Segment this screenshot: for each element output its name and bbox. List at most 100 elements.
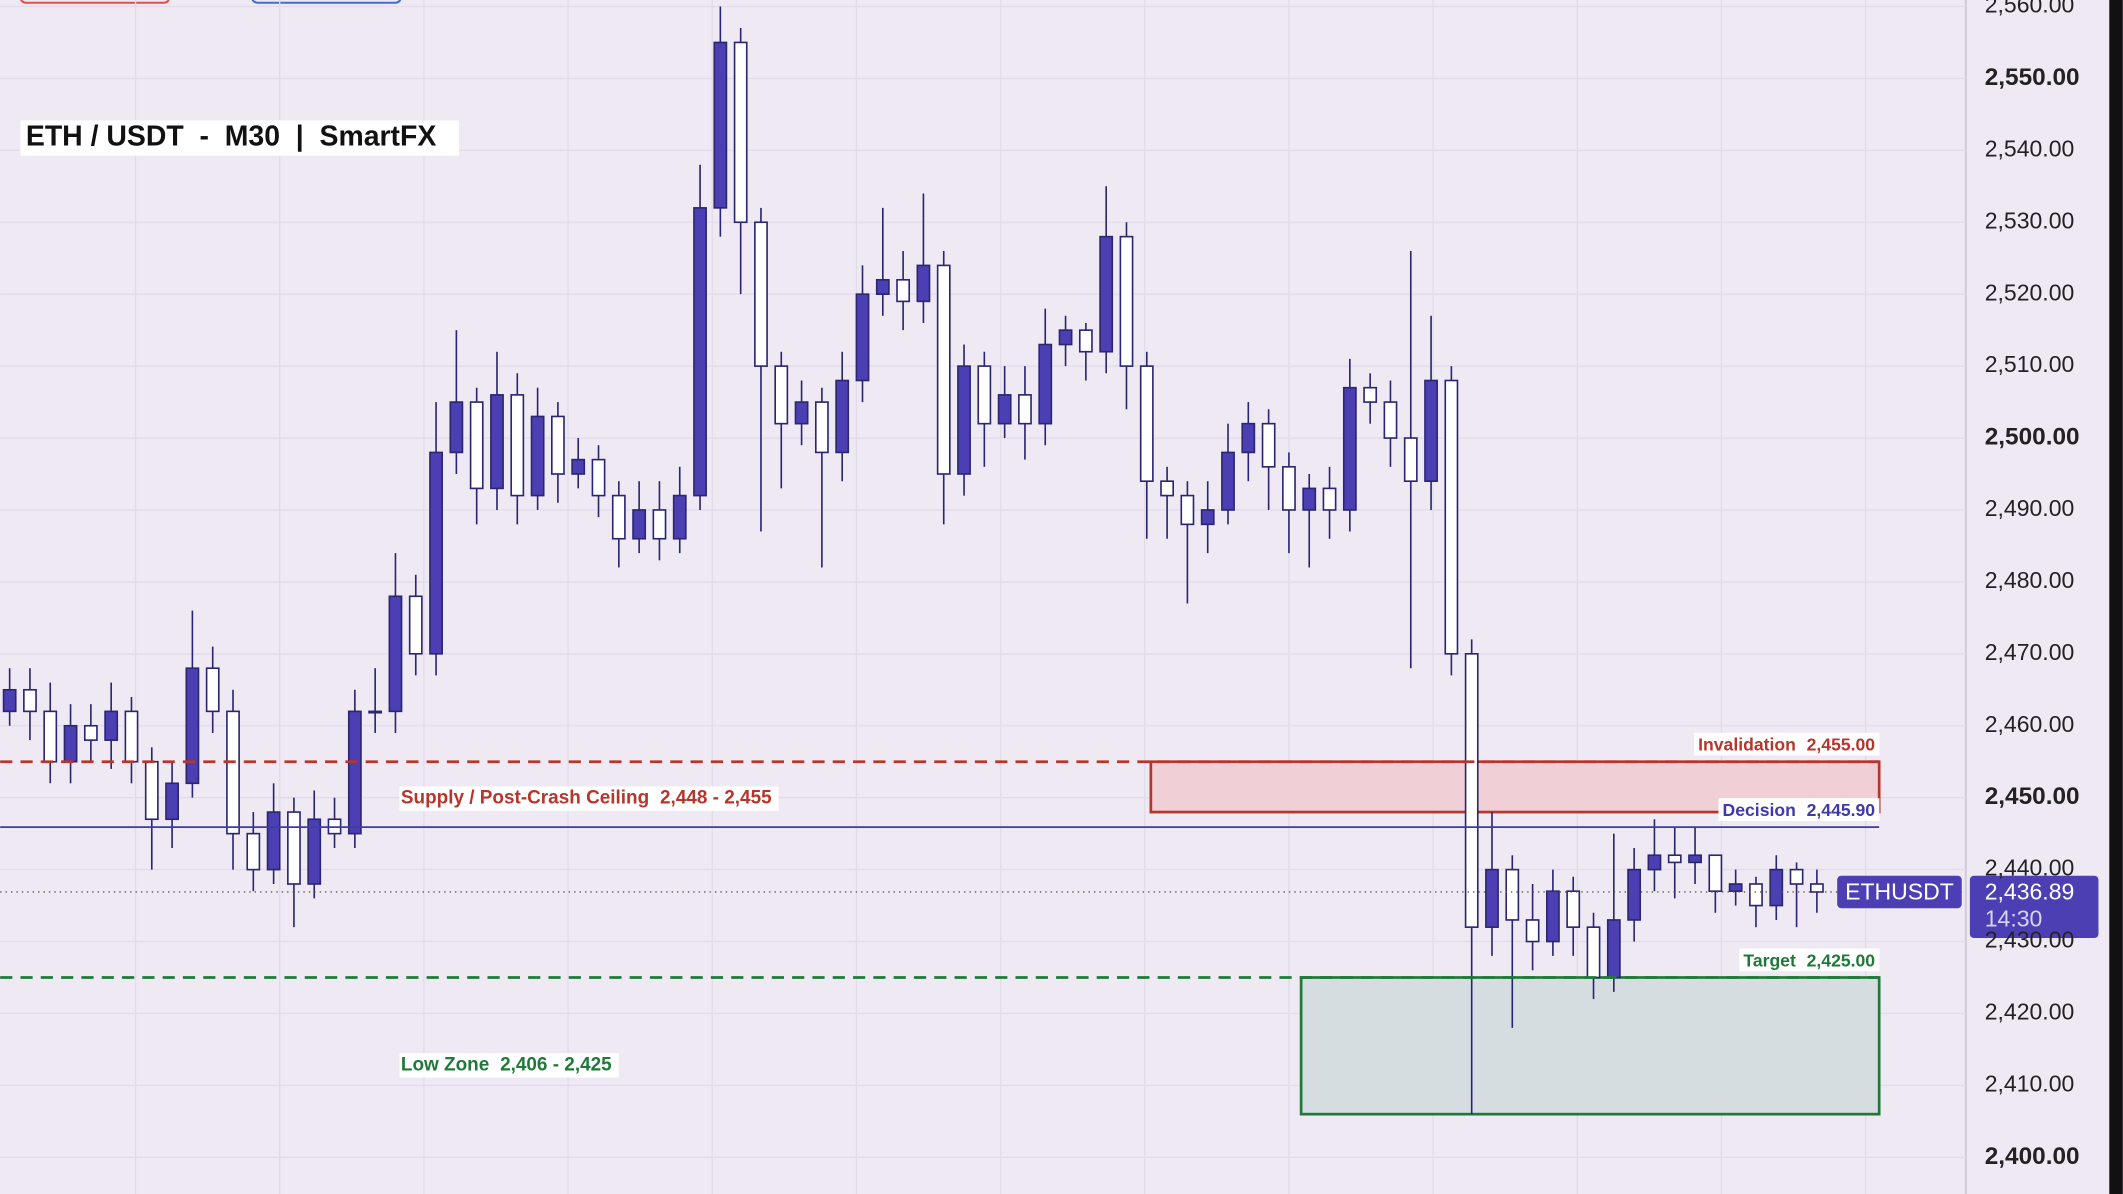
candle-body xyxy=(1464,653,1479,928)
candle-body xyxy=(1139,365,1154,483)
candle-body xyxy=(1525,919,1540,943)
levels: Invalidation 2,455.00 Decision 2,445.90 Targ… xyxy=(0,732,2099,979)
y-tick-label: 2,420.00 xyxy=(1985,999,2075,1025)
candle-body xyxy=(165,782,179,821)
candle-body xyxy=(530,415,545,497)
candle-body xyxy=(1282,465,1296,511)
candle-body xyxy=(551,415,565,475)
y-tick-label: 2,440.00 xyxy=(1985,855,2075,881)
level-name: Target xyxy=(1743,950,1796,970)
candle-body xyxy=(794,401,809,425)
level-label-bg xyxy=(1718,798,1880,821)
y-tick-label: 2,510.00 xyxy=(1985,351,2075,377)
y-tick-label: 2,490.00 xyxy=(1985,495,2075,521)
candle-body xyxy=(205,667,220,713)
candle-body xyxy=(124,710,139,763)
y-tick-label: 2,410.00 xyxy=(1985,1070,2075,1096)
candle-body xyxy=(1119,235,1134,367)
candle-body xyxy=(388,595,403,713)
candle-body xyxy=(693,207,707,497)
y-tick-label: 2,550.00 xyxy=(1985,64,2080,91)
zone xyxy=(1299,976,1881,1116)
scrollbar xyxy=(2109,0,2123,1194)
candle-body xyxy=(287,811,301,885)
candle-body xyxy=(368,710,383,714)
candle-body xyxy=(1403,437,1418,483)
candle-body xyxy=(1261,422,1276,468)
grid xyxy=(0,0,1966,1194)
level-label-bg xyxy=(1694,732,1880,756)
button[interactable] xyxy=(20,0,170,4)
candles xyxy=(2,6,1824,1115)
candle-body xyxy=(1728,883,1743,892)
candle-body xyxy=(104,710,119,741)
y-axis: 2,400.00 2,410.00 2,420.00 2,430.00 2,440.00… xyxy=(1985,0,2080,1170)
level-label-bg xyxy=(1739,948,1880,972)
candle-body xyxy=(632,509,647,540)
candle-body xyxy=(957,365,971,475)
candle-body xyxy=(1342,386,1357,511)
level-value: 2,425.00 xyxy=(1807,950,1876,970)
candle-body xyxy=(226,710,240,835)
candle-body xyxy=(43,710,58,763)
candle-body xyxy=(1789,868,1804,885)
zone-label: Low Zone 2,406 - 2,425 xyxy=(401,1054,612,1075)
level-label: Invalidation 2,455.00 xyxy=(1698,734,1875,754)
candle-body xyxy=(1546,890,1560,943)
candle-body xyxy=(1444,379,1459,655)
title-bg xyxy=(20,120,460,156)
y-tick-label: 2,450.00 xyxy=(1985,783,2080,810)
level-name: Invalidation xyxy=(1698,734,1796,754)
candle-body xyxy=(875,278,890,295)
zone-label-bg xyxy=(399,786,779,811)
candle-body xyxy=(347,710,362,835)
level-name: Decision xyxy=(1723,800,1796,820)
y-tick-label: 2,470.00 xyxy=(1985,639,2075,665)
candle-body xyxy=(1363,386,1378,403)
y-tick-label: 2,500.00 xyxy=(1985,423,2080,450)
candle-body xyxy=(1688,854,1702,864)
y-tick-label: 2,480.00 xyxy=(1985,567,2075,593)
candle-body xyxy=(652,509,667,540)
candle-body xyxy=(490,394,504,490)
candle-body xyxy=(1485,868,1499,928)
chart-title: ETH / USDT - M30 | SmartFX xyxy=(26,121,436,153)
y-tick-label: 2,540.00 xyxy=(1985,135,2075,161)
candle-body xyxy=(1099,235,1114,353)
candle-body xyxy=(83,724,98,741)
y-tick-label: 2,560.00 xyxy=(1985,0,2075,18)
candle-body xyxy=(1627,868,1642,921)
candle-body xyxy=(997,394,1012,425)
candle-body xyxy=(1200,509,1215,526)
y-tick-label: 2,430.00 xyxy=(1985,927,2075,953)
candle-body xyxy=(1749,883,1763,907)
candle-body xyxy=(469,401,484,490)
candle-body xyxy=(774,365,789,425)
y-tick-label: 2,520.00 xyxy=(1985,279,2075,305)
candle-body xyxy=(1566,890,1581,928)
last-price-label: 2,436.89 xyxy=(1985,878,2075,904)
button[interactable] xyxy=(251,0,402,4)
candle-body xyxy=(896,278,911,303)
zones: Supply / Post-Crash Ceiling 2,448 - 2,455… xyxy=(399,760,1881,1116)
candle-body xyxy=(672,494,687,540)
candle-body xyxy=(713,41,728,209)
candle-body xyxy=(307,818,322,885)
candle-body xyxy=(814,401,829,454)
candle-body xyxy=(916,264,931,303)
candle-body xyxy=(754,221,768,367)
candle-body xyxy=(266,811,281,871)
candle-body xyxy=(23,688,37,713)
candle-body xyxy=(591,458,606,497)
candle-body xyxy=(855,293,870,382)
candle-body xyxy=(1647,854,1662,871)
candle-body xyxy=(1058,329,1073,346)
candle-body xyxy=(1180,494,1195,526)
candle-body xyxy=(1160,480,1174,497)
level-value: 2,445.90 xyxy=(1807,800,1876,820)
candle-body xyxy=(185,667,200,785)
candle-body xyxy=(733,41,748,224)
candle-body xyxy=(1769,868,1784,907)
candle-body xyxy=(144,760,159,821)
